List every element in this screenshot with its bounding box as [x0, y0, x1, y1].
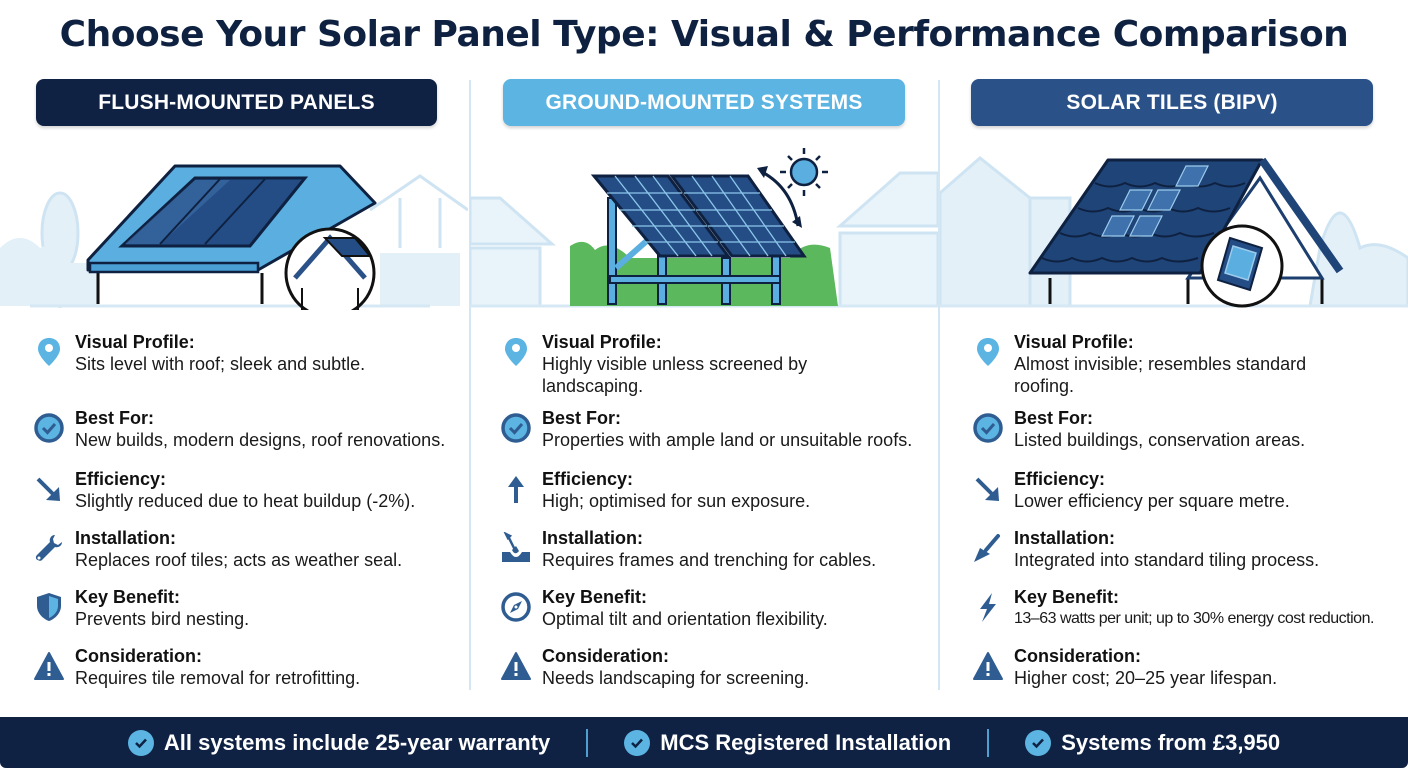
arrow-down-right-icon — [972, 473, 1004, 505]
footer-banner: All systems include 25-year warranty MCS… — [0, 717, 1408, 768]
feature-label: Efficiency: — [75, 469, 167, 489]
feature-value: Needs landscaping for screening. — [542, 668, 810, 688]
shield-icon — [33, 591, 65, 623]
feature-label: Visual Profile: — [1014, 332, 1134, 352]
warning-icon — [33, 650, 65, 682]
check-circle-icon — [624, 729, 651, 756]
feature-key-benefit: Key Benefit: 13–63 watts per unit; up to … — [972, 587, 1374, 630]
footer-item-text: All systems include 25-year warranty — [163, 729, 551, 755]
feature-best-for: Best For: New builds, modern designs, roo… — [33, 408, 445, 451]
feature-value: High; optimised for sun exposure. — [542, 491, 811, 511]
location-pin-icon — [500, 336, 532, 368]
feature-label: Consideration: — [75, 646, 203, 666]
feature-value: Replaces roof tiles; acts as weather sea… — [75, 550, 403, 570]
warning-icon — [500, 650, 532, 682]
warning-icon — [972, 650, 1004, 682]
feature-value-line2: landscaping. — [542, 376, 644, 396]
check-circle-icon — [972, 412, 1004, 444]
footer-item-text: MCS Registered Installation — [660, 729, 952, 755]
feature-installation: Installation: Integrated into standard ti… — [972, 528, 1319, 571]
feature-label: Key Benefit: — [1014, 587, 1120, 607]
feature-label: Installation: — [75, 528, 177, 548]
flush-mounted-illustration — [0, 138, 468, 310]
location-pin-icon — [972, 336, 1004, 368]
footer-item-mcs: MCS Registered Installation — [624, 729, 952, 756]
trowel-icon — [972, 532, 1004, 564]
feature-label: Consideration: — [542, 646, 670, 666]
feature-label: Consideration: — [1014, 646, 1142, 666]
feature-value: Integrated into standard tiling process. — [1014, 550, 1320, 570]
feature-efficiency: Efficiency: Slightly reduced due to heat … — [33, 469, 415, 512]
footer-separator — [586, 728, 589, 757]
column-divider — [469, 80, 471, 690]
feature-installation: Installation: Requires frames and trenchi… — [500, 528, 876, 571]
feature-value: Prevents bird nesting. — [75, 609, 250, 629]
feature-label: Visual Profile: — [542, 332, 662, 352]
shovel-icon — [500, 532, 532, 564]
footer-item-warranty: All systems include 25-year warranty — [127, 729, 551, 756]
feature-consideration: Consideration: Requires tile removal for … — [33, 646, 360, 689]
ground-mounted-illustration — [470, 138, 938, 310]
feature-label: Best For: — [1014, 408, 1094, 428]
check-circle-icon — [500, 412, 532, 444]
feature-best-for: Best For: Listed buildings, conservation … — [972, 408, 1305, 451]
feature-key-benefit: Key Benefit: Optimal tilt and orientation… — [500, 587, 828, 630]
feature-efficiency: Efficiency: Lower efficiency per square m… — [972, 469, 1290, 512]
feature-key-benefit: Key Benefit: Prevents bird nesting. — [33, 587, 249, 630]
feature-label: Key Benefit: — [75, 587, 181, 607]
check-circle-icon — [33, 412, 65, 444]
wrench-icon — [33, 532, 65, 564]
arrow-up-icon — [500, 473, 532, 505]
feature-value: Highly visible unless screened by — [542, 354, 808, 374]
feature-label: Efficiency: — [1014, 469, 1106, 489]
feature-value: Slightly reduced due to heat buildup (-2… — [75, 491, 416, 511]
feature-consideration: Consideration: Higher cost; 20–25 year li… — [972, 646, 1277, 689]
feature-value: Lower efficiency per square metre. — [1014, 491, 1290, 511]
feature-value-line2: roofing. — [1014, 376, 1075, 396]
feature-value: New builds, modern designs, roof renovat… — [75, 430, 446, 450]
compass-icon — [500, 591, 532, 623]
column-divider — [938, 80, 940, 690]
feature-label: Visual Profile: — [75, 332, 195, 352]
feature-best-for: Best For: Properties with ample land or u… — [500, 408, 912, 451]
feature-label: Best For: — [75, 408, 155, 428]
feature-label: Key Benefit: — [542, 587, 648, 607]
feature-value: Optimal tilt and orientation flexibility… — [542, 609, 828, 629]
feature-value: Higher cost; 20–25 year lifespan. — [1014, 668, 1278, 688]
check-circle-icon — [1025, 729, 1052, 756]
feature-value: Requires tile removal for retrofitting. — [75, 668, 361, 688]
feature-consideration: Consideration: Needs landscaping for scre… — [500, 646, 809, 689]
column-header-ground-mounted: GROUND-MOUNTED SYSTEMS — [503, 79, 905, 126]
check-circle-icon — [127, 729, 154, 756]
arrow-down-right-icon — [33, 473, 65, 505]
feature-value: Requires frames and trenching for cables… — [542, 550, 877, 570]
feature-value: Properties with ample land or unsuitable… — [542, 430, 913, 450]
feature-label: Efficiency: — [542, 469, 634, 489]
feature-value: Sits level with roof; sleek and subtle. — [75, 354, 366, 374]
column-header-flush-mounted: FLUSH-MOUNTED PANELS — [36, 79, 437, 126]
solar-tiles-illustration — [940, 138, 1408, 310]
page-title: Choose Your Solar Panel Type: Visual & P… — [59, 14, 1349, 55]
feature-value: Listed buildings, conservation areas. — [1014, 430, 1306, 450]
feature-label: Best For: — [542, 408, 622, 428]
footer-item-price: Systems from £3,950 — [1025, 729, 1281, 756]
feature-label: Installation: — [542, 528, 644, 548]
feature-value: 13–63 watts per unit; up to 30% energy c… — [1014, 610, 1374, 627]
feature-visual-profile: Visual Profile: Highly visible unless scr… — [500, 332, 807, 397]
feature-installation: Installation: Replaces roof tiles; acts a… — [33, 528, 402, 571]
feature-value: Almost invisible; resembles standard — [1014, 354, 1307, 374]
feature-visual-profile: Visual Profile: Almost invisible; resembl… — [972, 332, 1306, 397]
lightning-icon — [972, 591, 1004, 623]
feature-efficiency: Efficiency: High; optimised for sun expos… — [500, 469, 810, 512]
footer-separator — [987, 728, 990, 757]
column-header-solar-tiles: SOLAR TILES (BIPV) — [971, 79, 1373, 126]
feature-visual-profile: Visual Profile: Sits level with roof; sle… — [33, 332, 365, 375]
footer-item-text: Systems from £3,950 — [1061, 729, 1281, 755]
feature-label: Installation: — [1014, 528, 1116, 548]
location-pin-icon — [33, 336, 65, 368]
